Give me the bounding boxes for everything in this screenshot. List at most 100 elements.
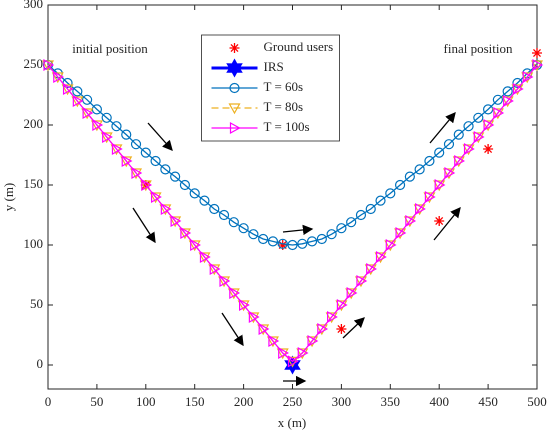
legend-marker	[229, 121, 241, 135]
x-tick-label: 500	[527, 394, 547, 409]
x-tick-label: 400	[429, 394, 449, 409]
marker	[483, 144, 494, 154]
marker	[160, 202, 172, 216]
marker	[473, 112, 484, 123]
marker	[354, 276, 367, 288]
marker	[208, 264, 221, 276]
marker	[160, 164, 171, 175]
marker	[41, 60, 55, 72]
marker	[121, 154, 133, 168]
marker	[521, 72, 534, 84]
marker	[266, 336, 279, 348]
y-tick-label: 250	[24, 56, 44, 71]
marker	[483, 118, 495, 132]
x-tick-label: 0	[45, 394, 52, 409]
marker	[385, 188, 396, 199]
marker	[385, 238, 397, 252]
legend-label: IRS	[264, 59, 284, 74]
marker	[247, 312, 260, 324]
marker	[423, 192, 436, 204]
marker	[111, 121, 122, 132]
marker	[522, 70, 534, 84]
marker	[307, 334, 319, 348]
marker	[120, 156, 133, 168]
marker	[238, 223, 249, 234]
arrow	[132, 207, 156, 244]
marker	[81, 108, 94, 120]
marker	[315, 324, 328, 336]
marker	[53, 70, 65, 84]
marker	[170, 171, 181, 182]
marker	[278, 346, 289, 360]
marker	[141, 178, 153, 192]
marker	[169, 216, 182, 228]
marker	[297, 238, 308, 249]
marker	[491, 108, 504, 120]
marker	[405, 214, 417, 228]
marker	[414, 164, 425, 175]
marker	[394, 228, 407, 240]
marker	[452, 156, 465, 168]
marker	[413, 204, 426, 216]
marker	[258, 233, 269, 245]
annotation: final position	[444, 41, 513, 56]
marker	[502, 86, 513, 97]
annotation: initial position	[72, 41, 148, 56]
marker	[287, 239, 298, 251]
marker	[189, 188, 200, 199]
marker	[442, 168, 455, 180]
marker	[366, 262, 377, 276]
marker	[237, 300, 250, 312]
marker	[90, 120, 103, 132]
x-tick-label: 300	[332, 394, 352, 409]
arrow	[429, 112, 456, 144]
marker	[297, 346, 309, 360]
marker	[364, 264, 377, 276]
marker	[462, 144, 475, 156]
marker	[394, 179, 406, 191]
x-tick-label: 450	[478, 394, 498, 409]
marker	[355, 209, 367, 221]
marker	[248, 310, 260, 324]
marker	[268, 334, 280, 348]
marker	[209, 203, 220, 215]
plot-frame	[47, 4, 538, 390]
y-tick-label: 200	[24, 116, 44, 131]
marker	[229, 286, 241, 300]
marker	[43, 58, 55, 72]
marker	[345, 288, 358, 300]
marker	[130, 139, 142, 150]
marker	[472, 132, 485, 144]
marker	[403, 216, 416, 228]
marker	[199, 195, 210, 206]
arrow	[282, 224, 314, 236]
marker	[284, 355, 301, 375]
series	[284, 355, 301, 375]
marker	[424, 190, 436, 204]
arrow	[433, 206, 461, 241]
marker	[277, 238, 288, 249]
marker	[149, 192, 162, 204]
marker	[218, 276, 231, 288]
marker	[286, 356, 299, 368]
marker	[501, 96, 514, 108]
marker	[325, 312, 338, 324]
marker	[454, 154, 465, 168]
legend-label: T = 100s	[264, 119, 310, 134]
marker	[110, 144, 123, 156]
marker	[306, 236, 318, 247]
legend: Ground users IRS T = 60s T = 80s T = 100s	[201, 34, 340, 142]
marker	[190, 238, 201, 252]
arrow	[221, 312, 244, 347]
marker	[111, 142, 123, 156]
marker	[228, 217, 239, 228]
marker	[463, 142, 475, 156]
marker	[316, 233, 327, 245]
arrow	[342, 317, 365, 339]
marker	[258, 322, 270, 336]
marker	[178, 228, 191, 240]
y-tick-label: 0	[37, 356, 44, 371]
marker	[180, 226, 192, 240]
legend-label: T = 80s	[264, 99, 304, 114]
